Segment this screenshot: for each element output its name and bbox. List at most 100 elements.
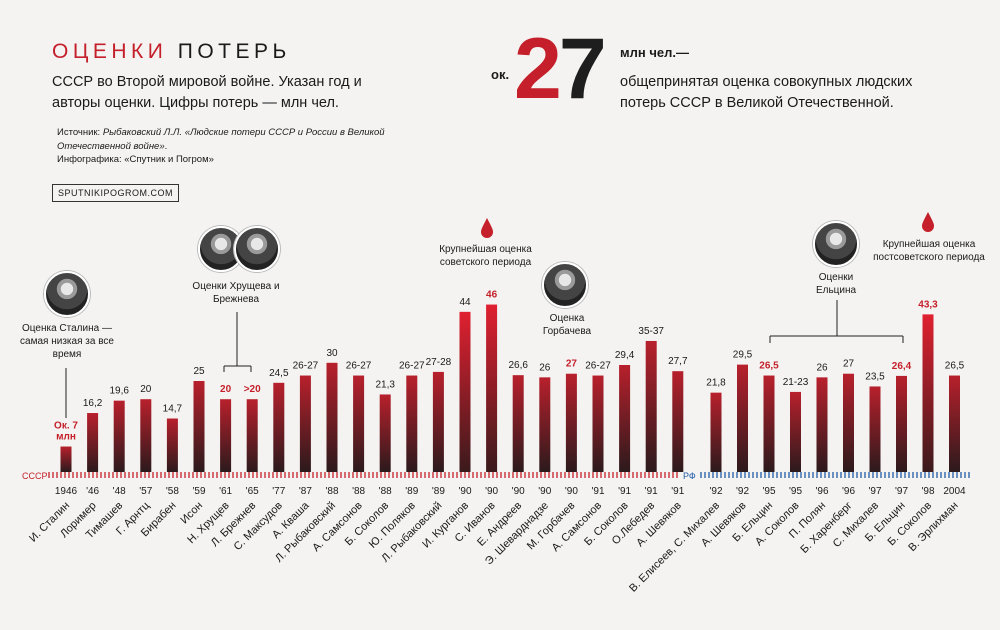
source-prefix: Источник: [57, 127, 103, 138]
ussr-year-label: '89 [432, 486, 445, 497]
stalin-portrait-icon [44, 271, 90, 317]
rf-year-label: '95 [789, 486, 802, 497]
yeltsin-annotation: Оценки Ельцина [815, 272, 857, 296]
rf-year-label: '95 [762, 486, 775, 497]
ussr-year-label: '58 [166, 486, 179, 497]
rf-bar [816, 377, 828, 472]
ussr-bar [512, 375, 524, 472]
post-soviet-max-annotation: Крупнейшая оценка постсоветского периода [873, 239, 985, 263]
rf-year-label: '96 [815, 486, 828, 497]
soviet-max-annotation: Крупнейшая оценка советского периода [439, 244, 532, 268]
rf-bar [737, 364, 748, 472]
rf-bar-value: 43,3 [918, 299, 938, 310]
ussr-bar [672, 371, 684, 472]
ussr-bar-value: Ок. 7 млн [54, 421, 78, 443]
ussr-bar [166, 418, 178, 472]
rf-year-label: 2004 [943, 486, 966, 497]
rf-bar-value: 26,5 [945, 361, 965, 372]
ussr-bar-value: 29,4 [615, 350, 635, 361]
rf-year-label: '92 [736, 486, 749, 497]
ussr-bar-value: 30 [326, 348, 338, 359]
rf-bar-value: 27 [843, 359, 855, 370]
rf-bar [869, 386, 881, 472]
rf-bar [790, 391, 801, 472]
ussr-bar [539, 377, 551, 472]
ussr-bar [193, 381, 205, 472]
page-title: ОЦЕНКИ ПОТЕРЬ [52, 40, 291, 64]
ussr-bar-value: 21,3 [375, 379, 395, 390]
ussr-bar [326, 362, 338, 472]
headline-unit: млн чел.— [620, 45, 689, 60]
ussr-bar [645, 340, 657, 472]
source-title: Рыбаковский Л.Л. «Людские потери СССР и … [57, 127, 385, 152]
ussr-bar-value: 24,5 [269, 368, 289, 379]
ussr-bar-value: 26-27 [399, 361, 425, 372]
ussr-bar-value: 35-37 [638, 326, 664, 337]
ussr-bar-value: 46 [486, 290, 498, 301]
ussr-year-label: '90 [512, 486, 525, 497]
ussr-bar [60, 446, 72, 472]
ussr-year-label: '88 [325, 486, 338, 497]
connectors-layer [65, 300, 904, 418]
stalin-annotation: Оценка Сталина — самая низкая за все вре… [20, 323, 114, 360]
infographic-credit: Инфографика: «Спутник и Погром» [57, 154, 214, 165]
rf-axis-label: РФ [683, 471, 696, 481]
blood-drop-icon [922, 212, 934, 232]
ussr-year-label: '88 [352, 486, 365, 497]
ussr-year-label: '48 [113, 486, 126, 497]
subtitle: СССР во Второй мировой войне. Указан год… [52, 74, 362, 111]
ussr-bar [459, 311, 471, 472]
rf-bar-value: 26,4 [892, 361, 912, 372]
rf-year-label: '98 [921, 486, 934, 497]
ussr-bar-value: 19,6 [109, 386, 129, 397]
rf-bar-value: 21-23 [783, 377, 809, 388]
rf-year-label: '97 [895, 486, 908, 497]
ussr-bar-value: 20 [140, 384, 152, 395]
site-link[interactable]: SPUTNIKIPOGROM.COM [52, 184, 180, 202]
title-red: ОЦЕНКИ [52, 40, 168, 63]
rf-bar [922, 314, 934, 472]
ussr-bar [619, 364, 631, 472]
ussr-bar-value: 26-27 [346, 361, 372, 372]
rf-year-label: '92 [709, 486, 722, 497]
ussr-year-label: 1946 [55, 486, 78, 497]
yeltsin-portrait-icon [813, 221, 859, 267]
ussr-bar-value: 44 [459, 297, 471, 308]
ussr-bar-value: 16,2 [83, 398, 103, 409]
source-suffix: . [164, 140, 168, 152]
ussr-bar-value: 26 [539, 362, 551, 373]
ussr-year-label: '77 [272, 486, 285, 497]
ussr-bar [432, 371, 444, 472]
ussr-bar [353, 375, 365, 472]
ussr-year-label: '91 [671, 486, 684, 497]
khrushchev-brezhnev-connector [223, 312, 252, 372]
ussr-year-label: '90 [538, 486, 551, 497]
ussr-year-label: '91 [618, 486, 631, 497]
ussr-year-label: '59 [192, 486, 205, 497]
ussr-year-label: '90 [565, 486, 578, 497]
headline-digit-1: 2 [514, 21, 562, 117]
title-dark: ПОТЕРЬ [177, 40, 291, 63]
ussr-axis-strip [48, 472, 680, 478]
rf-bar [763, 375, 775, 472]
ussr-bar-value: 26-27 [293, 361, 319, 372]
ussr-year-label: '90 [458, 486, 471, 497]
gorbachev-annotation: Оценка Горбачева [542, 313, 592, 337]
ussr-bar [565, 373, 577, 472]
rf-bar-value: 26,5 [759, 361, 779, 372]
yeltsin-connector [769, 300, 904, 343]
rf-bar-value: 23,5 [865, 371, 885, 382]
ussr-bar [87, 413, 99, 472]
source-note: Источник: Рыбаковский Л.Л. «Людские поте… [57, 126, 387, 167]
ussr-year-label: '57 [139, 486, 152, 497]
rf-bar-value: 26 [816, 362, 828, 373]
ussr-year-label: '65 [246, 486, 259, 497]
khrushchev-brezhnev-annotation: Оценки Хрущева и Брежнева [192, 281, 280, 305]
headline-description: общепринятая оценка совокупных людских п… [620, 74, 913, 111]
ussr-bar [406, 375, 418, 472]
rf-year-label: '96 [842, 486, 855, 497]
ussr-year-label: '87 [299, 486, 312, 497]
ussr-bar-value: 26,6 [508, 360, 528, 371]
